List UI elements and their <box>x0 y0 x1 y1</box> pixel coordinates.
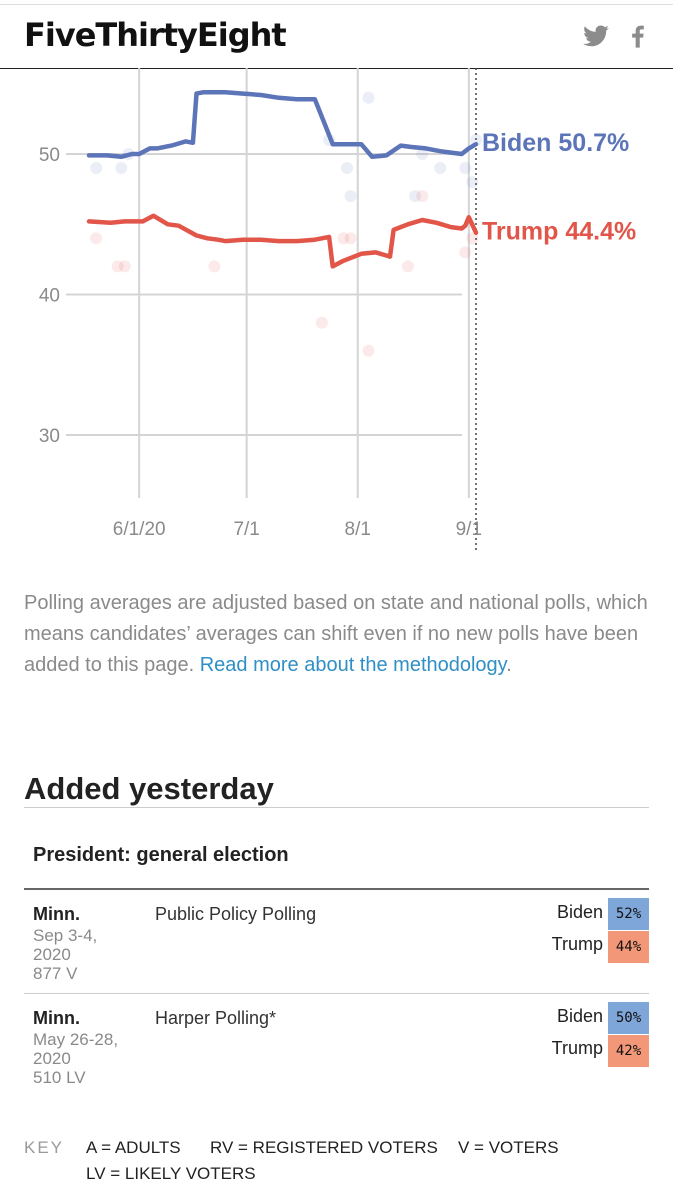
section-divider <box>24 807 649 808</box>
trump-end-label: Trump 44.4% <box>482 218 636 246</box>
y-tick-label: 40 <box>39 286 60 307</box>
poll-dot <box>341 162 353 175</box>
x-tick-label: 7/1 <box>233 519 259 540</box>
x-tick-label: 6/1/20 <box>113 519 166 540</box>
poll-dot <box>466 176 479 189</box>
candidate-name: Biden <box>556 1006 603 1026</box>
poll-row[interactable]: Minn. May 26-28, 2020 510 LV Harper Poll… <box>24 994 649 1094</box>
key-label: KEY <box>24 1138 65 1157</box>
candidate-name: Trump <box>551 934 603 954</box>
poll-dot <box>416 148 429 160</box>
polling-average-chart: 50 40 30 6/1/20 7/1 8/1 9/1 Biden 50.7% Trump 44… <box>39 68 636 552</box>
result-percent: 52% <box>608 898 649 930</box>
note-text: Polling averages are adjusted based on s… <box>24 592 648 676</box>
key-item: V = VOTERS <box>458 1138 559 1157</box>
poll-dot <box>111 260 124 273</box>
poll-dates: Sep 3-4, <box>33 926 98 945</box>
methodology-note: Polling averages are adjusted based on s… <box>24 588 654 681</box>
poll-sample: 877 V <box>33 964 78 983</box>
poll-dot <box>409 190 422 203</box>
chart-labels: 50 40 30 6/1/20 7/1 8/1 9/1 Biden 50.7% Trump 44… <box>39 129 636 540</box>
poll-dot <box>434 162 447 175</box>
poll-dot <box>90 232 103 245</box>
poll-dot <box>337 232 350 245</box>
poll-dot <box>459 162 472 175</box>
result-percent: 50% <box>608 1002 649 1034</box>
section-title: Added yesterday <box>24 771 274 806</box>
result-percent: 44% <box>608 931 649 963</box>
poll-dot <box>315 316 328 329</box>
poll-dot <box>118 260 131 273</box>
poll-state: Minn. <box>33 904 80 924</box>
key-item: RV = REGISTERED VOTERS <box>210 1138 438 1157</box>
y-tick-label: 30 <box>39 426 60 447</box>
poll-dot <box>362 91 375 104</box>
methodology-link[interactable]: Read more about the methodology <box>199 654 507 676</box>
poll-dot <box>401 260 414 273</box>
poll-dot <box>416 190 429 203</box>
candidate-name: Trump <box>551 1038 603 1058</box>
twitter-icon[interactable] <box>582 22 610 50</box>
poll-meta: May 26-28, 2020 510 LV <box>33 1030 143 1087</box>
poll-year: 2020 <box>33 1049 71 1068</box>
site-header: FiveThirtyEight <box>0 0 673 69</box>
poll-dot <box>466 232 479 245</box>
x-tick-label: 9/1 <box>456 519 482 540</box>
poll-dot <box>344 232 357 245</box>
poll-dates: May 26-28, <box>33 1030 119 1049</box>
poll-dot <box>459 246 472 259</box>
race-divider <box>24 888 649 890</box>
top-divider <box>0 4 673 5</box>
site-logo[interactable]: FiveThirtyEight <box>24 16 287 54</box>
poll-dots <box>90 91 482 357</box>
poll-sample: 510 LV <box>33 1068 86 1087</box>
poll-dot <box>208 260 221 273</box>
result-percent: 42% <box>608 1035 649 1067</box>
biden-average-line <box>86 89 479 160</box>
biden-end-label: Biden 50.7% <box>482 129 629 157</box>
note-tail: . <box>506 654 512 676</box>
poll-dot <box>362 344 375 357</box>
candidate-name: Biden <box>556 902 603 922</box>
poll-year: 2020 <box>33 945 71 964</box>
poll-dot <box>470 133 482 146</box>
facebook-icon[interactable] <box>624 22 652 50</box>
poll-row[interactable]: Minn. Sep 3-4, 2020 877 V Public Policy … <box>24 890 649 994</box>
trump-average-line <box>86 213 479 269</box>
poll-dot <box>90 162 103 175</box>
key-item: A = ADULTS <box>86 1138 181 1157</box>
chart-grid <box>66 68 477 552</box>
key-item: LV = LIKELY VOTERS <box>86 1164 256 1183</box>
pollster-name[interactable]: Harper Polling* <box>155 1008 277 1028</box>
pollster-name[interactable]: Public Policy Polling <box>155 904 317 924</box>
race-title: President: general election <box>33 844 289 866</box>
poll-dot <box>115 162 128 175</box>
y-tick-label: 50 <box>39 145 60 166</box>
x-tick-label: 8/1 <box>345 519 371 540</box>
poll-state: Minn. <box>33 1008 80 1028</box>
poll-dot <box>344 190 357 203</box>
average-lines <box>86 89 479 269</box>
poll-meta: Sep 3-4, 2020 877 V <box>33 926 143 983</box>
